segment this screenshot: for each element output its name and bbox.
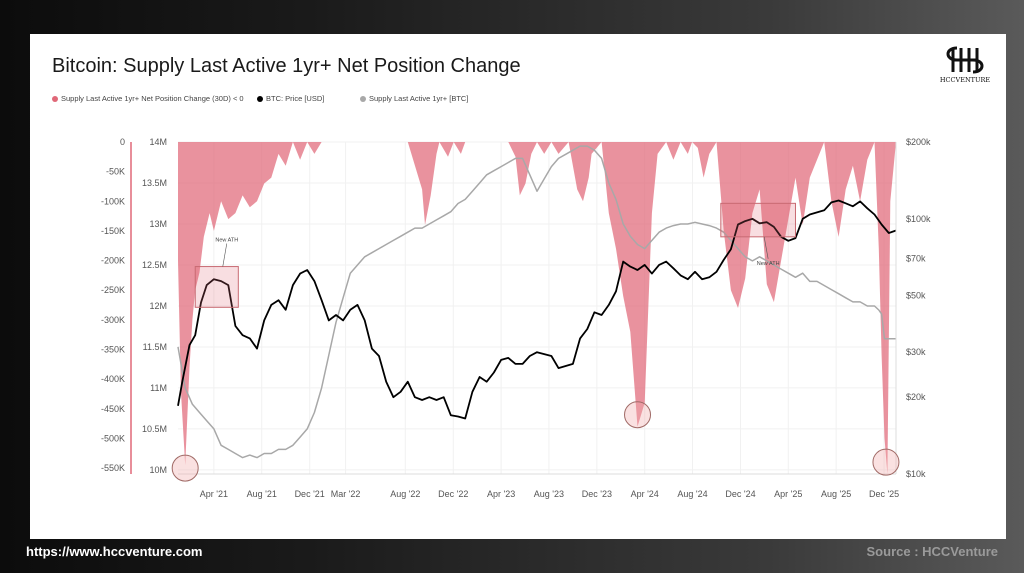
capitulation-circle <box>872 448 900 476</box>
chart-svg: Apr '21 Aug '21 Dec '21 Mar '22 Aug '22 Dec '… <box>101 137 931 499</box>
legend-item-net-change: Supply Last Active 1yr+ Net Position Cha… <box>52 94 244 103</box>
supply-tick-label: 11.5M <box>143 342 167 352</box>
x-tick-label: Aug '25 <box>821 489 851 499</box>
net-change-tick-label: -200K <box>101 256 125 266</box>
capitulation-circle <box>171 454 199 482</box>
x-tick-label: Mar '22 <box>331 489 361 499</box>
supply-tick-label: 10M <box>149 465 167 475</box>
x-tick-label: Apr '24 <box>631 489 659 499</box>
net-change-tick-label: -450K <box>101 404 125 414</box>
supply-tick-label: 13.5M <box>142 178 167 188</box>
axes-layer: Apr '21 Aug '21 Dec '21 Mar '22 Aug '22 Dec '… <box>101 137 931 499</box>
legend-item-supply: Supply Last Active 1yr+ [BTC] <box>360 94 468 103</box>
x-tick-label: Apr '23 <box>487 489 515 499</box>
supply-line-layer <box>177 145 896 459</box>
supply-tick-label: 12M <box>149 301 167 311</box>
logo-text: HCCVENTURE <box>939 76 991 84</box>
supply-tick-label: 14M <box>149 137 167 147</box>
chart-title: Bitcoin: Supply Last Active 1yr+ Net Pos… <box>52 55 521 77</box>
new-ath-pointer <box>763 236 769 259</box>
net-change-tick-label: -500K <box>101 433 125 443</box>
x-tick-label: Aug '22 <box>390 489 420 499</box>
x-tick-label: Apr '25 <box>774 489 802 499</box>
net-change-tick-label: -100K <box>101 196 125 206</box>
legend-item-price: BTC: Price [USD] <box>257 94 324 103</box>
price-tick-label: $20k <box>906 392 926 402</box>
x-tick-label: Dec '22 <box>438 489 468 499</box>
price-tick-label: $70k <box>906 253 926 263</box>
net-change-tick-label: -150K <box>101 226 125 236</box>
annotation-layer: New ATH New ATH <box>171 202 900 482</box>
net-change-area-layer <box>178 142 896 474</box>
legend-label-price: BTC: Price [USD] <box>266 94 325 103</box>
x-tick-label: Aug '24 <box>677 489 707 499</box>
x-tick-label: Dec '24 <box>725 489 755 499</box>
price-tick-label: $30k <box>906 347 926 357</box>
new-ath-pointer <box>222 243 228 267</box>
chart-card: Bitcoin: Supply Last Active 1yr+ Net Pos… <box>30 34 1006 539</box>
x-tick-label: Dec '21 <box>295 489 325 499</box>
x-tick-label: Dec '25 <box>869 489 899 499</box>
net-change-tick-label: -50K <box>106 167 125 177</box>
net-change-tick-label: -250K <box>101 285 125 295</box>
net-change-tick-label: 0 <box>120 137 125 147</box>
legend-swatch-gray <box>360 96 366 102</box>
btc-price-line <box>177 199 897 420</box>
price-tick-label: $200k <box>906 137 931 147</box>
legend-label-supply: Supply Last Active 1yr+ [BTC] <box>369 94 469 103</box>
net-change-tick-label: -300K <box>101 315 125 325</box>
x-tick-label: Dec '23 <box>582 489 612 499</box>
net-change-tick-label: -350K <box>101 345 125 355</box>
supply-1yr-line <box>177 145 896 459</box>
capitulation-circle <box>624 401 652 429</box>
supply-tick-label: 12.5M <box>142 260 167 270</box>
footer-url[interactable]: https://www.hccventure.com <box>26 544 203 559</box>
supply-tick-label: 10.5M <box>142 424 167 434</box>
supply-tick-label: 11M <box>150 383 167 393</box>
net-change-tick-label: -550K <box>101 463 125 473</box>
legend-swatch-black <box>257 96 263 102</box>
footer-source: Source : HCCVenture <box>866 544 998 559</box>
price-line-layer <box>177 199 897 420</box>
hccventure-logo-icon <box>946 46 984 74</box>
legend-swatch-pink <box>52 96 58 102</box>
price-tick-label: $100k <box>906 214 931 224</box>
new-ath-label: New ATH <box>215 238 238 244</box>
net-change-tick-label: -400K <box>101 374 125 384</box>
new-ath-box <box>194 266 239 308</box>
new-ath-label: New ATH <box>757 261 780 267</box>
x-tick-label: Aug '21 <box>247 489 277 499</box>
price-tick-label: $50k <box>906 291 926 301</box>
supply-tick-label: 13M <box>149 219 167 229</box>
x-tick-label: Apr '21 <box>200 489 228 499</box>
x-tick-label: Aug '23 <box>534 489 564 499</box>
net-change-area <box>178 142 896 474</box>
legend-label-net-change: Supply Last Active 1yr+ Net Position Cha… <box>61 94 244 103</box>
new-ath-box <box>720 202 796 238</box>
price-tick-label: $10k <box>906 469 926 479</box>
